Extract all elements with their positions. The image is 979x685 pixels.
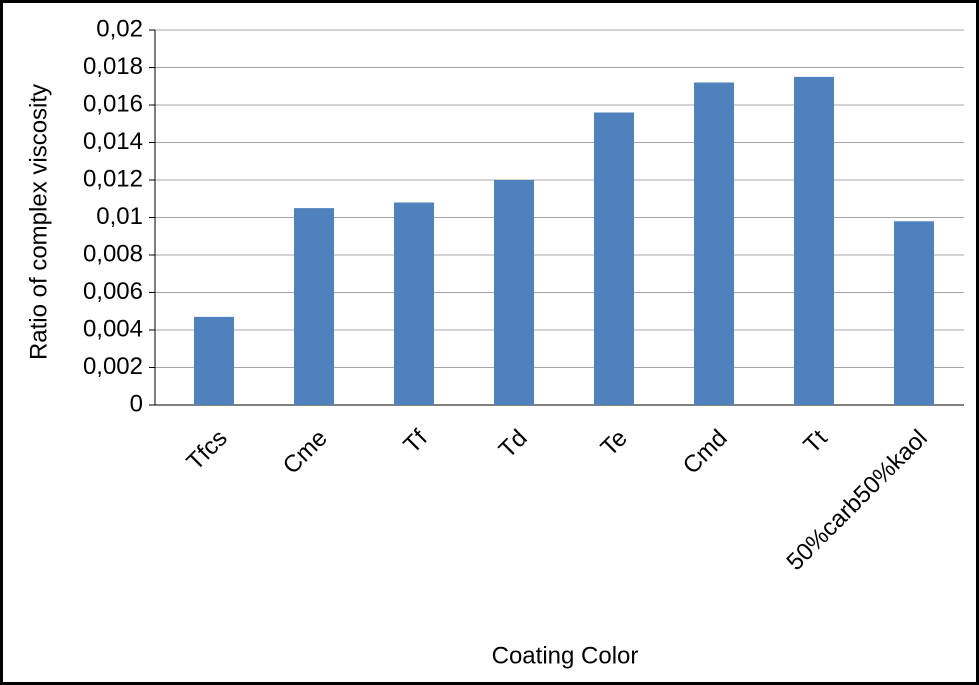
y-axis-label: Ratio of complex viscosity	[25, 84, 52, 360]
y-tick-label: 0,012	[83, 165, 143, 192]
bar	[594, 112, 634, 405]
y-tick-label: 0,01	[96, 203, 143, 230]
bar	[894, 221, 934, 405]
bar	[494, 180, 534, 405]
bar	[194, 316, 234, 405]
y-tick-label: 0,014	[83, 128, 143, 155]
y-tick-label: 0,008	[83, 240, 143, 267]
x-axis-label: Coating Color	[492, 642, 639, 669]
y-tick-label: 0,016	[83, 90, 143, 117]
y-tick-label: 0,006	[83, 278, 143, 305]
y-tick-label: 0,02	[96, 15, 143, 42]
bar	[294, 208, 334, 405]
y-tick-label: 0,004	[83, 315, 143, 342]
bar	[394, 202, 434, 405]
y-tick-label: 0	[130, 390, 143, 417]
y-tick-label: 0,018	[83, 53, 143, 80]
bar	[694, 82, 734, 405]
y-tick-label: 0,002	[83, 353, 143, 380]
bar	[794, 76, 834, 405]
